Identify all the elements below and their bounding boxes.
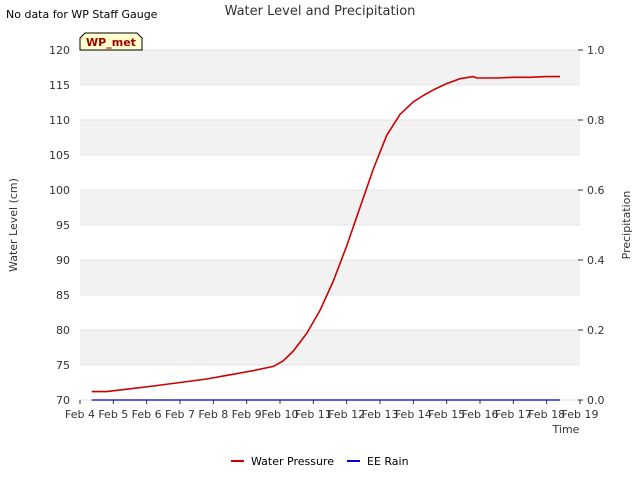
x-tick-label: Feb 15: [428, 408, 465, 421]
x-tick-label: Feb 4: [65, 408, 95, 421]
y2-tick-label: 0.6: [587, 184, 605, 197]
x-tick-label: Feb 11: [295, 408, 332, 421]
grid-band: [80, 190, 580, 225]
y-tick-label: 75: [56, 359, 70, 372]
x-tick-label: Feb 6: [132, 408, 162, 421]
left-axis: 70 75 80 85 90 95 100 105 110 115 120: [49, 44, 70, 407]
right-axis: 0.0 0.2 0.4 0.6 0.8 1.0: [578, 44, 605, 407]
y-tick-label: 115: [49, 79, 70, 92]
x-tick-label: Feb 17: [495, 408, 532, 421]
station-badge-shape: [79, 32, 143, 51]
y-tick-label: 90: [56, 254, 70, 267]
x-axis-label: Time: [552, 423, 580, 436]
y-tick-label: 120: [49, 44, 70, 57]
x-tick-label: Feb 12: [328, 408, 365, 421]
x-tick-label: Feb 18: [528, 408, 565, 421]
station-badge: WP_met: [79, 32, 143, 51]
y2-axis-label: Precipitation: [620, 191, 633, 260]
y2-tick-label: 0.4: [587, 254, 605, 267]
legend-label-ee-rain: EE Rain: [367, 455, 409, 468]
x-tick-label: Feb 5: [98, 408, 128, 421]
x-tick-label: Feb 8: [198, 408, 228, 421]
y-tick-label: 80: [56, 324, 70, 337]
x-tick-label: Feb 13: [362, 408, 399, 421]
grid-band: [80, 330, 580, 365]
chart-title: Water Level and Precipitation: [225, 4, 416, 19]
series-line-water-pressure: [91, 75, 560, 393]
grid-bands: [80, 49, 580, 401]
y-tick-label: 105: [49, 149, 70, 162]
legend-label-water-pressure: Water Pressure: [251, 455, 334, 468]
y2-tick-label: 0.8: [587, 114, 605, 127]
x-tick-label: Feb 9: [232, 408, 262, 421]
series-group: [91, 75, 560, 401]
y2-tick-label: 1.0: [587, 44, 605, 57]
x-tick-label: Feb 19: [562, 408, 599, 421]
legend[interactable]: Water Pressure EE Rain: [231, 455, 409, 468]
y-tick-label: 100: [49, 184, 70, 197]
x-tick-label: Feb 14: [395, 408, 432, 421]
y-tick-label: 110: [49, 114, 70, 127]
y2-tick-label: 0.0: [587, 394, 605, 407]
y2-tick-label: 0.2: [587, 324, 605, 337]
x-tick-label: Feb 10: [262, 408, 299, 421]
x-tick-label: Feb 16: [462, 408, 499, 421]
y-tick-label: 85: [56, 289, 70, 302]
grid-band: [80, 50, 580, 85]
no-data-note: No data for WP Staff Gauge: [6, 8, 158, 21]
x-axis: Feb 4 Feb 5 Feb 6 Feb 7 Feb 8 Feb 9 Feb 10Feb …: [65, 400, 598, 421]
y-axis-label: Water Level (cm): [7, 178, 20, 272]
y-tick-label: 70: [56, 394, 70, 407]
y-tick-label: 95: [56, 219, 70, 232]
station-badge-label: WP_met: [86, 36, 136, 49]
grid-band: [80, 120, 580, 155]
x-tick-label: Feb 7: [165, 408, 195, 421]
